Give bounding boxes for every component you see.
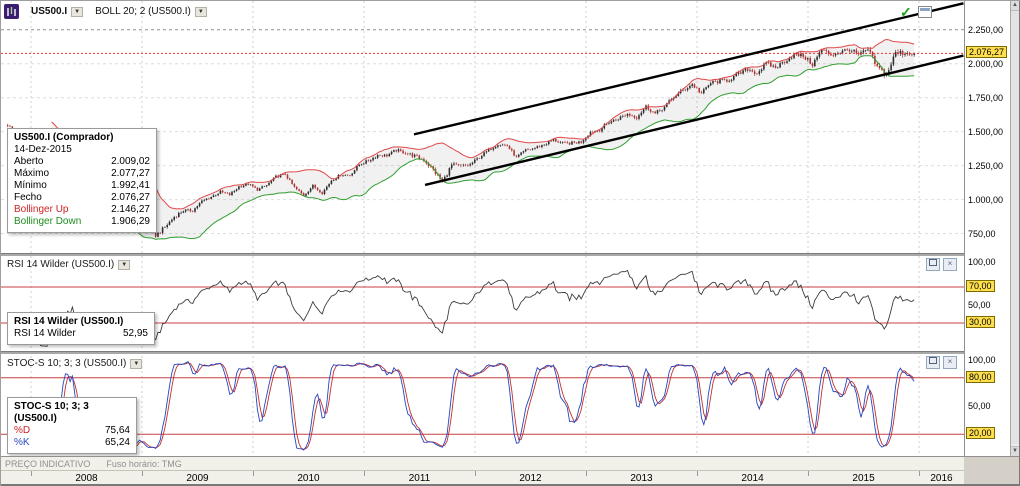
year-tick xyxy=(252,471,254,476)
scroll-up-icon[interactable]: ▲ xyxy=(1011,1,1019,11)
stoch-axis-label: 50,00 xyxy=(968,401,991,411)
price-axis-label: 1.250,00 xyxy=(968,160,1004,171)
chart-app-icon xyxy=(4,4,19,19)
year-label: 2008 xyxy=(75,473,98,484)
window-edge xyxy=(1,484,1020,486)
bollinger-upper xyxy=(51,38,915,210)
status-bar: PREÇO INDICATIVO Fuso horário: TMG xyxy=(1,456,964,470)
close-icon[interactable]: × xyxy=(943,356,957,369)
year-tick xyxy=(475,471,476,476)
rsi-line xyxy=(39,269,915,347)
stoch-level-badge: 80,00 xyxy=(966,370,995,383)
price-axis-label: 1.500,00 xyxy=(968,126,1004,137)
instrument-selector[interactable]: US500.I ▼ xyxy=(31,6,84,17)
chart-toolbar: US500.I ▼ BOLL 20; 2 (US500.I) ▼ xyxy=(4,4,207,19)
year-tick xyxy=(697,471,699,476)
price-axis-label: 1.750,00 xyxy=(968,92,1004,103)
stoch-level-badge: 20,00 xyxy=(966,427,995,440)
indicator-label: BOLL 20; 2 (US500.I) xyxy=(95,6,191,17)
rsi-axis-label: 100,00 xyxy=(968,257,996,267)
price-axis-label: 2.250,00 xyxy=(968,24,1004,35)
rsi-panel-controls: × xyxy=(926,258,957,271)
price-axis-label: 750,00 xyxy=(968,228,996,239)
stoch-header-label: STOC-S 10; 3; 3 (US500.I) xyxy=(7,358,127,369)
tooltip-row: %D 75,64 xyxy=(14,425,130,436)
panel-separator[interactable] xyxy=(1,351,1011,354)
maximize-icon[interactable] xyxy=(926,258,940,271)
channel-upper xyxy=(413,2,964,136)
tooltip-rows: %D 75,64 %K 65,24 xyxy=(14,425,130,449)
indicative-price-label: PREÇO INDICATIVO xyxy=(5,458,91,469)
stoch-indicator-selector[interactable]: STOC-S 10; 3; 3 (US500.I) ▼ xyxy=(7,358,143,369)
corner-spacer xyxy=(964,456,1020,486)
year-tick xyxy=(141,471,143,476)
price-axis-label: 2.000,00 xyxy=(968,58,1004,69)
year-tick xyxy=(363,471,365,476)
tooltip-date: 14-Dez-2015 xyxy=(14,144,72,155)
vertical-scrollbar[interactable]: ▲ ▼ xyxy=(1010,1,1019,456)
tooltip-row: Fecho 2.076,27 xyxy=(14,192,150,203)
rsi-indicator-selector[interactable]: RSI 14 Wilder (US500.I) ▼ xyxy=(7,259,131,270)
time-axis[interactable]: 2008 2009 2010 2011 2012 2013 2014 2015 2016 xyxy=(1,470,964,486)
chevron-down-icon: ▼ xyxy=(118,259,131,270)
year-label: 2011 xyxy=(408,473,431,484)
rsi-panel xyxy=(1,269,964,347)
stoch-panel xyxy=(1,360,964,452)
year-label: 2016 xyxy=(930,473,953,484)
stoch-axis-label: 100,00 xyxy=(968,355,996,365)
tooltip-row: Aberto 2.009,02 xyxy=(14,156,150,167)
scroll-down-icon[interactable]: ▼ xyxy=(1011,446,1019,456)
tooltip-row: Bollinger Up 2.146,27 xyxy=(14,204,150,215)
year-label: 2012 xyxy=(519,473,542,484)
popout-icon[interactable] xyxy=(917,6,932,18)
tooltip-row: Mínimo 1.992,41 xyxy=(14,180,150,191)
instrument-label: US500.I xyxy=(31,6,68,17)
tooltip-title: STOC-S 10; 3; 3 (US500.I) xyxy=(14,401,89,424)
year-tick xyxy=(919,471,921,476)
year-tick xyxy=(30,471,32,476)
stoch-d-line xyxy=(37,362,915,451)
close-icon[interactable]: × xyxy=(943,258,957,271)
tooltip-rows: Aberto 2.009,02 Máximo 2.077,27 Mínimo 1.992,… xyxy=(14,156,150,228)
chevron-down-icon: ▼ xyxy=(71,6,84,17)
scrollbar-thumb[interactable] xyxy=(1011,11,1019,444)
year-label: 2013 xyxy=(630,473,653,484)
indicator-selector[interactable]: BOLL 20; 2 (US500.I) ▼ xyxy=(95,6,207,17)
stoch-panel-controls: × xyxy=(926,356,957,369)
rsi-level-badge: 70,00 xyxy=(966,280,995,292)
year-label: 2009 xyxy=(186,473,209,484)
last-price-badge: 2.076,27 xyxy=(966,46,1008,59)
bollinger-lower xyxy=(51,55,915,240)
chart-controls: ✓ xyxy=(900,5,932,19)
rsi-tooltip: RSI 14 Wilder (US500.I) RSI 14 Wilder 52,… xyxy=(7,312,155,345)
tooltip-rows: RSI 14 Wilder 52,95 xyxy=(14,328,148,340)
instrument-tooltip: US500.I (Comprador) 14-Dez-2015 Aberto 2.… xyxy=(7,128,157,233)
year-label: 2010 xyxy=(297,473,320,484)
chevron-down-icon: ▼ xyxy=(194,6,207,17)
stoch-tooltip: STOC-S 10; 3; 3 (US500.I) %D 75,64 %K 65,24 xyxy=(7,397,137,454)
timezone-label: Fuso horário: TMG xyxy=(106,458,182,469)
tooltip-row: %K 65,24 xyxy=(14,437,130,448)
rsi-level-badge: 30,00 xyxy=(966,316,995,328)
maximize-icon[interactable] xyxy=(926,356,940,369)
tooltip-title: RSI 14 Wilder (US500.I) xyxy=(14,316,124,327)
year-tick xyxy=(586,471,587,476)
tooltip-title: US500.I (Comprador) xyxy=(14,132,114,143)
year-label: 2014 xyxy=(741,473,764,484)
tooltip-row: RSI 14 Wilder 52,95 xyxy=(14,328,148,339)
rsi-axis-label: 50,00 xyxy=(968,300,991,310)
year-label: 2015 xyxy=(852,473,875,484)
price-axis: 2.250,00 2.000,00 1.750,00 1.500,00 1.250,00… xyxy=(964,1,1011,456)
price-axis-label: 1.000,00 xyxy=(968,194,1004,205)
panel-separator[interactable] xyxy=(1,253,1011,256)
tooltip-row: Máximo 2.077,27 xyxy=(14,168,150,179)
year-tick xyxy=(808,471,810,476)
rsi-header-label: RSI 14 Wilder (US500.I) xyxy=(7,259,115,270)
channel-lower xyxy=(424,54,964,187)
chevron-down-icon: ▼ xyxy=(130,358,143,369)
stoch-k-line xyxy=(32,360,915,452)
confirm-icon[interactable]: ✓ xyxy=(900,4,912,20)
tooltip-row: Bollinger Down 1.906,29 xyxy=(14,216,150,227)
